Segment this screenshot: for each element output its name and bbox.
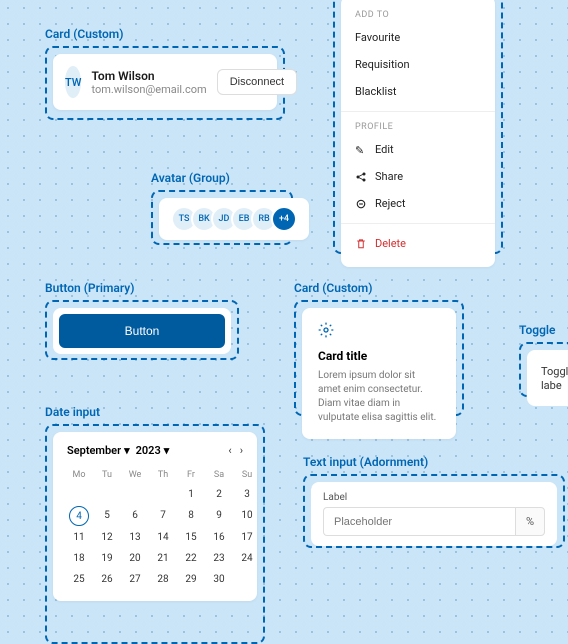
calendar-day[interactable]: 19 bbox=[95, 549, 119, 568]
menu-item-delete-label: Delete bbox=[375, 237, 406, 250]
calendar-day[interactable]: 14 bbox=[151, 528, 175, 547]
calendar-day[interactable]: 10 bbox=[235, 506, 259, 526]
calendar-day[interactable]: 16 bbox=[207, 528, 231, 547]
calendar-day[interactable]: 13 bbox=[123, 528, 147, 547]
section-label-card2: Card (Custom) bbox=[294, 281, 372, 295]
reject-icon bbox=[355, 198, 367, 210]
calendar-header: September ▾ 2023 ▾ ‹ › bbox=[67, 444, 243, 457]
menu-item-reject[interactable]: Reject bbox=[341, 190, 495, 217]
calendar-dow: We bbox=[123, 467, 147, 483]
menu-item-blacklist[interactable]: Blacklist bbox=[341, 78, 495, 105]
calendar-day[interactable]: 29 bbox=[179, 570, 203, 589]
edit-icon: ✎ bbox=[355, 144, 367, 156]
section-label-card1: Card (Custom) bbox=[45, 27, 123, 41]
calendar-day[interactable]: 20 bbox=[123, 549, 147, 568]
calendar-month[interactable]: September ▾ bbox=[67, 444, 130, 457]
calendar-day[interactable]: 23 bbox=[207, 549, 231, 568]
primary-button[interactable]: Button bbox=[59, 314, 225, 348]
menu-item-requisition[interactable]: Requisition bbox=[341, 51, 495, 78]
calendar-dow: Tu bbox=[95, 467, 119, 483]
calendar-day[interactable]: 27 bbox=[123, 570, 147, 589]
calendar-year[interactable]: 2023 ▾ bbox=[136, 444, 170, 457]
chevron-down-icon: ▾ bbox=[124, 444, 130, 457]
avatar-group: TSBKJDEBRB+4 bbox=[159, 198, 309, 240]
calendar-day[interactable]: 9 bbox=[207, 506, 231, 526]
calendar-day[interactable]: 6 bbox=[123, 506, 147, 526]
user-email: tom.wilson@email.com bbox=[91, 83, 206, 96]
calendar-day[interactable]: 21 bbox=[151, 549, 175, 568]
menu-header-profile: PROFILE bbox=[341, 118, 495, 136]
user-card: TW Tom Wilson tom.wilson@email.com Disco… bbox=[53, 54, 277, 110]
calendar-dow: Sa bbox=[207, 467, 231, 483]
calendar: September ▾ 2023 ▾ ‹ › MoTuWeThFrSaSu...… bbox=[53, 432, 257, 601]
calendar-dow: Mo bbox=[67, 467, 91, 483]
menu-item-edit[interactable]: ✎ Edit bbox=[341, 136, 495, 163]
user-info: Tom Wilson tom.wilson@email.com bbox=[91, 69, 206, 96]
input-label: Label bbox=[323, 492, 545, 503]
menu-item-reject-label: Reject bbox=[375, 197, 405, 210]
calendar-day[interactable]: 12 bbox=[95, 528, 119, 547]
settings-icon bbox=[318, 322, 440, 341]
button-wrap: Button bbox=[53, 308, 231, 354]
calendar-day[interactable]: 24 bbox=[235, 549, 259, 568]
calendar-month-label: September bbox=[67, 444, 121, 457]
calendar-day[interactable]: 25 bbox=[67, 570, 91, 589]
menu-item-share[interactable]: Share bbox=[341, 163, 495, 190]
calendar-nav: ‹ › bbox=[228, 444, 243, 457]
calendar-day[interactable]: 11 bbox=[67, 528, 91, 547]
calendar-day[interactable]: 30 bbox=[207, 570, 231, 589]
calendar-day[interactable]: 28 bbox=[151, 570, 175, 589]
calendar-day[interactable]: 26 bbox=[95, 570, 119, 589]
text-input-field: Label % bbox=[311, 482, 557, 546]
avatar-item[interactable]: +4 bbox=[271, 206, 297, 232]
disconnect-button[interactable]: Disconnect bbox=[217, 69, 297, 95]
calendar-day[interactable]: 17 bbox=[235, 528, 259, 547]
calendar-dow: Th bbox=[151, 467, 175, 483]
calendar-dow: Fr bbox=[179, 467, 203, 483]
calendar-day[interactable]: 18 bbox=[67, 549, 91, 568]
menu-item-favourite[interactable]: Favourite bbox=[341, 24, 495, 51]
trash-icon bbox=[355, 238, 367, 250]
input-adornment: % bbox=[515, 507, 545, 536]
calendar-day[interactable]: 1 bbox=[179, 485, 203, 504]
text-input[interactable] bbox=[323, 507, 515, 536]
chevron-down-icon: ▾ bbox=[164, 444, 170, 457]
user-name: Tom Wilson bbox=[91, 69, 206, 83]
calendar-day[interactable]: 7 bbox=[151, 506, 175, 526]
card-body: Lorem ipsum dolor sit amet enim consecte… bbox=[318, 369, 440, 425]
calendar-day[interactable]: 4 bbox=[69, 506, 89, 526]
input-row: % bbox=[323, 507, 545, 536]
toggle-label: Toggle labe bbox=[541, 365, 568, 392]
section-label-button: Button (Primary) bbox=[45, 281, 134, 295]
dropdown-menu: ADD TO Favourite Requisition Blacklist P… bbox=[341, 0, 495, 267]
section-label-avatargroup: Avatar (Group) bbox=[151, 171, 230, 185]
next-month-icon[interactable]: › bbox=[240, 444, 243, 457]
calendar-day[interactable]: 15 bbox=[179, 528, 203, 547]
prev-month-icon[interactable]: ‹ bbox=[228, 444, 231, 457]
calendar-day[interactable]: 5 bbox=[95, 506, 119, 526]
avatar: TW bbox=[65, 66, 81, 98]
menu-item-share-label: Share bbox=[375, 170, 403, 183]
menu-divider-2 bbox=[341, 223, 495, 224]
calendar-day[interactable]: 3 bbox=[235, 485, 259, 504]
info-card: Card title Lorem ipsum dolor sit amet en… bbox=[302, 308, 456, 439]
calendar-day[interactable]: 22 bbox=[179, 549, 203, 568]
share-icon bbox=[355, 171, 367, 183]
section-label-toggle: Toggle bbox=[519, 323, 555, 337]
menu-item-delete[interactable]: Delete bbox=[341, 230, 495, 257]
calendar-day[interactable]: 2 bbox=[207, 485, 231, 504]
calendar-grid: MoTuWeThFrSaSu....1234567891011121314151… bbox=[67, 467, 243, 589]
calendar-day[interactable]: 8 bbox=[179, 506, 203, 526]
menu-item-edit-label: Edit bbox=[375, 143, 394, 156]
card-title: Card title bbox=[318, 349, 440, 363]
calendar-year-label: 2023 bbox=[136, 444, 161, 457]
section-label-dateinput: Date input bbox=[45, 405, 100, 419]
menu-divider bbox=[341, 111, 495, 112]
toggle[interactable]: Toggle labe bbox=[527, 350, 568, 406]
calendar-dow: Su bbox=[235, 467, 259, 483]
menu-header-addto: ADD TO bbox=[341, 6, 495, 24]
section-label-textinput: Text input (Adornment) bbox=[303, 455, 428, 469]
